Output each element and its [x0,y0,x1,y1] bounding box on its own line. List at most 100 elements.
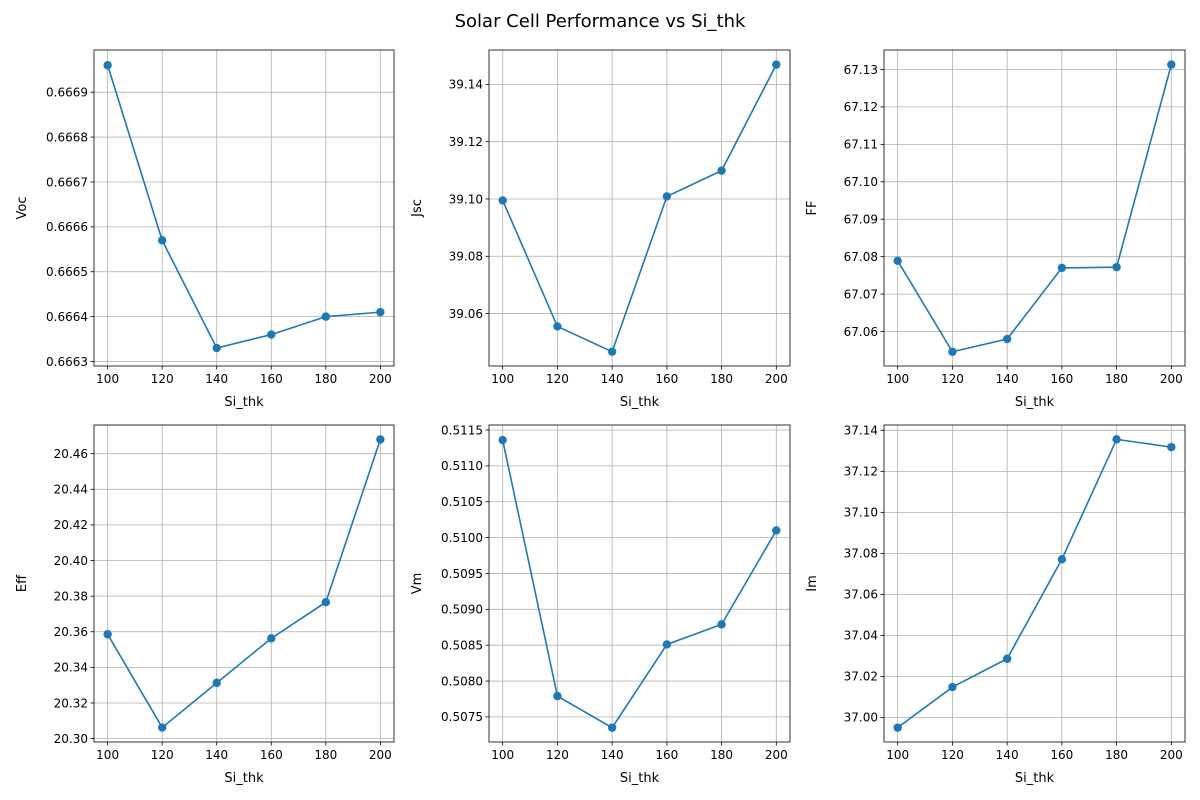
y-tick-label: 39.10 [449,192,483,206]
y-axis-label: FF [805,201,820,216]
subplot-ff: 100 120 140 160 180 200 67.06 67.07 67.08 67.09 67… [805,49,1186,410]
axes-frame [93,424,395,743]
y-tick-label: 39.08 [449,250,483,264]
x-tick-label: 200 [1160,372,1183,386]
y-tick-label: 67.13 [844,63,878,77]
data-point [1057,263,1067,273]
y-tick-label: 67.11 [844,138,878,152]
data-point [376,307,385,317]
y-tick-label: 0.5105 [441,495,483,509]
x-tick-label: 100 [886,372,909,386]
data-point [103,61,112,70]
x-tick-label: 160 [260,748,283,762]
subplot-eff: 100 120 140 160 180 200 20.30 20.32 20.34 20.36 20… [15,424,395,786]
subplot-jsc: 100 120 140 160 180 200 39.06 39.08 39.10 39.12 39… [410,49,791,410]
x-tick-label: 200 [369,748,392,762]
x-tick-label: 120 [151,748,174,762]
x-tick-label: 160 [260,372,283,386]
x-tick-label: 200 [765,372,788,386]
y-tick-label: 20.46 [54,447,88,461]
x-tick-label: 120 [941,372,964,386]
data-point [772,60,781,69]
y-tick-label: 0.6665 [46,265,88,279]
axes-frame [883,49,1186,367]
x-tick-label: 180 [710,372,733,386]
data-point [267,634,276,643]
y-tick-label: 0.5080 [441,674,483,688]
x-tick-label: 100 [886,748,909,762]
x-tick-label: 120 [546,748,569,762]
x-tick-label: 180 [314,748,337,762]
data-point [1002,654,1012,663]
y-tick-label: 0.5075 [441,710,483,724]
data-point [553,322,562,331]
series-line [106,65,381,349]
data-point [321,312,331,321]
y-tick-label: 37.00 [844,711,878,725]
x-tick-label: 120 [941,748,964,762]
data-point [1112,262,1121,272]
y-tick-label: 0.6663 [46,355,88,369]
y-tick-label: 67.07 [844,287,878,301]
x-tick-label: 200 [765,748,788,762]
x-tick-label: 140 [996,372,1019,386]
x-tick-label: 160 [655,372,678,386]
x-axis-label: Si_thk [224,771,264,786]
x-tick-label: 120 [151,372,174,386]
axes-frame [488,49,791,367]
y-tick-label: 39.14 [449,78,483,92]
x-tick-label: 160 [1050,372,1073,386]
y-axis-label: Jsc [410,199,425,218]
data-point [1002,334,1012,344]
y-tick-label: 0.6668 [46,130,88,144]
data-point [772,526,781,535]
y-tick-label: 39.12 [449,135,483,149]
x-tick-label: 120 [546,372,569,386]
data-point [212,343,221,353]
x-tick-label: 140 [205,372,228,386]
y-tick-label: 67.08 [844,250,878,264]
series-line [106,439,382,729]
y-tick-label: 37.12 [844,465,878,479]
y-tick-label: 37.06 [844,588,878,602]
y-tick-label: 37.02 [844,670,878,684]
x-tick-label: 100 [491,748,514,762]
data-point [893,723,902,732]
y-tick-label: 20.42 [54,518,88,532]
x-tick-label: 100 [491,372,514,386]
y-axis-label: Im [805,575,820,592]
y-tick-label: 0.6667 [46,175,88,189]
x-tick-label: 160 [655,748,678,762]
data-point [498,196,507,205]
axes-frame [883,424,1186,743]
subplot-vm: 100 120 140 160 180 200 0.5075 0.5080 0.5085 0.50… [410,423,791,786]
data-point [553,691,562,701]
y-axis-label: Vm [410,573,425,595]
x-tick-label: 140 [601,748,624,762]
data-point [103,630,112,639]
axes-frame [488,424,791,743]
y-tick-label: 0.5095 [441,567,483,581]
y-tick-label: 20.30 [54,732,88,746]
y-tick-label: 20.44 [54,483,88,497]
series-line [896,64,1173,353]
y-tick-label: 0.5085 [441,638,483,652]
data-point [376,435,385,444]
y-tick-label: 20.32 [54,696,88,710]
series-line [897,438,1172,729]
x-tick-label: 140 [601,372,624,386]
y-tick-label: 67.12 [844,100,878,114]
y-tick-label: 67.10 [844,175,878,189]
y-tick-label: 0.5115 [441,423,483,437]
data-point [662,192,672,201]
data-point [893,256,902,265]
figure-title: Solar Cell Performance vs Si_thk [454,11,746,32]
y-tick-label: 37.08 [844,547,878,561]
data-point [717,166,726,175]
data-point [212,678,221,688]
x-axis-label: Si_thk [620,771,660,786]
y-tick-label: 37.04 [844,629,878,643]
data-point [157,723,167,732]
data-point [1167,442,1176,452]
